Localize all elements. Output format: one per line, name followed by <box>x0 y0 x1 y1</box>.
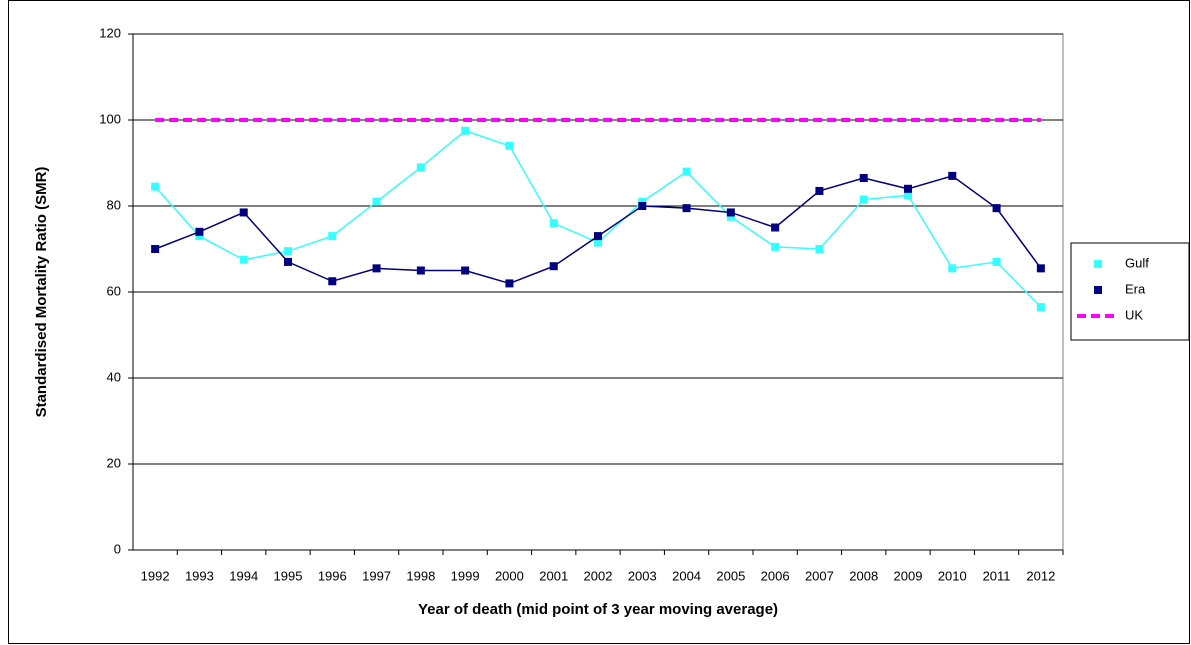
marker <box>372 197 381 206</box>
y-tick-label: 60 <box>107 283 121 298</box>
marker <box>904 191 912 200</box>
marker <box>771 223 780 232</box>
marker <box>771 242 780 251</box>
marker <box>815 186 824 195</box>
marker <box>992 257 1001 266</box>
x-tick-label: 2008 <box>849 568 878 583</box>
x-tick-label: 2007 <box>805 568 834 583</box>
marker <box>948 171 957 180</box>
marker <box>416 266 425 275</box>
x-tick-label: 1994 <box>229 568 258 583</box>
x-tick-label: 2002 <box>584 568 613 583</box>
y-tick-label: 20 <box>107 455 121 470</box>
marker <box>505 279 514 288</box>
marker <box>726 212 735 221</box>
x-tick-label: 2006 <box>761 568 790 583</box>
x-tick-label: 2012 <box>1026 568 1055 583</box>
marker <box>549 262 558 271</box>
marker <box>151 182 160 191</box>
marker <box>726 208 735 217</box>
x-axis-label: Year of death (mid point of 3 year movin… <box>418 601 778 618</box>
x-tick-label: 2000 <box>495 568 524 583</box>
marker <box>638 197 647 206</box>
marker <box>461 266 470 275</box>
marker <box>1036 303 1045 312</box>
x-tick-label: 2011 <box>983 568 1011 583</box>
legend-label: Era <box>1125 281 1146 296</box>
marker <box>284 257 292 266</box>
x-tick-label: 1999 <box>451 568 480 583</box>
marker <box>859 195 868 204</box>
marker <box>195 227 204 236</box>
x-tick-label: 1996 <box>318 568 347 583</box>
marker <box>151 245 160 253</box>
marker <box>992 204 1001 213</box>
marker <box>505 141 514 150</box>
x-tick-label: 1993 <box>185 568 214 583</box>
marker <box>859 174 868 183</box>
marker <box>328 277 337 286</box>
x-tick-label: 1997 <box>362 568 391 583</box>
x-tick-label: 2009 <box>894 568 923 583</box>
marker <box>195 232 204 241</box>
x-tick-label: 2001 <box>539 568 568 583</box>
marker <box>815 245 824 253</box>
marker <box>416 163 425 172</box>
marker <box>594 238 602 247</box>
legend-label: UK <box>1125 307 1143 322</box>
x-tick-label: 1998 <box>406 568 435 583</box>
x-tick-label: 1995 <box>274 568 303 583</box>
marker <box>461 126 470 135</box>
marker <box>682 167 691 176</box>
x-tick-label: 1992 <box>141 568 170 583</box>
y-axis-label: Standardised Mortality Ratio (SMR) <box>33 167 50 418</box>
marker <box>328 232 337 241</box>
y-tick-label: 100 <box>99 111 121 126</box>
legend-swatch <box>1094 260 1102 268</box>
marker <box>594 232 602 241</box>
legend-swatch <box>1094 286 1102 294</box>
marker <box>284 247 292 256</box>
y-tick-label: 120 <box>99 25 121 40</box>
marker <box>1036 264 1045 273</box>
y-tick-label: 0 <box>114 541 121 556</box>
marker <box>549 219 558 228</box>
marker <box>904 184 912 193</box>
x-tick-label: 2004 <box>672 568 701 583</box>
marker <box>239 255 248 264</box>
marker <box>638 202 647 210</box>
legend <box>1070 242 1190 341</box>
marker <box>372 264 381 273</box>
x-tick-label: 2010 <box>938 568 967 583</box>
marker <box>682 204 691 213</box>
x-tick-label: 2003 <box>628 568 657 583</box>
marker <box>948 264 957 273</box>
y-tick-label: 80 <box>107 197 121 212</box>
x-tick-label: 2005 <box>716 568 745 583</box>
marker <box>239 208 248 217</box>
legend-label: Gulf <box>1125 255 1149 270</box>
y-tick-label: 40 <box>107 369 121 384</box>
